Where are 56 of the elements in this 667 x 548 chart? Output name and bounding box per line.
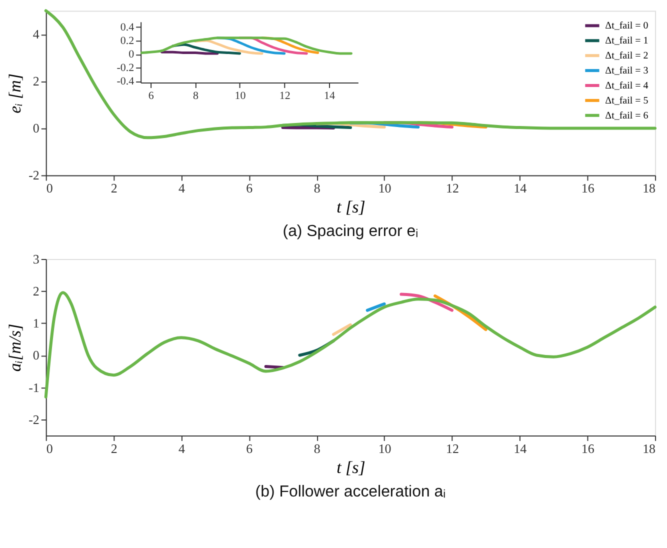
y-tick-label: -0.4 (116, 76, 135, 88)
x-tick-label: 10 (378, 440, 392, 456)
x-tick-label: 0 (46, 180, 53, 196)
x-tick-label: 6 (148, 90, 154, 102)
y-tick-label: 4 (32, 26, 40, 42)
x-tick-label: 4 (178, 440, 186, 456)
x-tick-label: 12 (446, 180, 459, 196)
x-tick-label: 6 (246, 180, 254, 196)
y-axis-title: aᵢ[m/s] (6, 324, 25, 372)
y-axis-title: eᵢ [m] (6, 74, 25, 114)
x-tick-label: 10 (378, 180, 392, 196)
x-tick-label: 0 (46, 440, 53, 456)
x-tick-label: 8 (192, 90, 199, 102)
text: (a) Spacing error eᵢ (282, 223, 418, 240)
x-tick-label: 10 (234, 90, 246, 102)
y-tick-label: -1 (28, 380, 40, 395)
x-tick-label: 18 (642, 440, 656, 456)
legend-label: Δt_fail = 3 (605, 66, 648, 77)
y-tick-label: 2 (32, 74, 40, 89)
x-tick-label: 14 (514, 180, 528, 196)
x-axis-title: t [s] (336, 458, 366, 477)
y-tick-label: 2 (32, 284, 40, 299)
y-tick-label: 0.4 (120, 22, 135, 34)
y-tick-label: 3 (32, 251, 40, 266)
line-series (172, 43, 242, 55)
y-tick-label: 0 (32, 348, 40, 363)
y-tick-label: 0.2 (120, 35, 134, 48)
x-tick-label: 12 (279, 90, 290, 102)
y-tick-label: 1 (32, 316, 40, 331)
y-tick-label: -2 (28, 412, 40, 427)
x-tick-label: 16 (581, 440, 595, 456)
legend-label: Δt_fail = 4 (605, 80, 648, 92)
x-tick-label: 16 (581, 180, 595, 196)
legend-label: Δt_fail = 1 (605, 36, 648, 47)
x-tick-label: 4 (178, 180, 186, 196)
y-tick-label: 0 (32, 120, 40, 136)
legend-label: Δt_fail = 2 (605, 50, 648, 62)
legend-label: Δt_fail = 6 (605, 110, 648, 122)
x-axis-title: t [s] (336, 198, 366, 217)
x-tick-label: 14 (324, 90, 336, 102)
x-tick-label: 6 (246, 440, 254, 456)
x-tick-label: 8 (314, 180, 320, 196)
x-tick-label: 8 (314, 440, 320, 456)
x-tick-label: 12 (446, 440, 459, 456)
legend-label: Δt_fail = 5 (605, 95, 648, 106)
line-series (44, 291, 657, 398)
x-tick-label: 14 (514, 440, 528, 456)
line-series (140, 36, 352, 55)
y-tick-label: 0 (128, 48, 135, 61)
x-tick-label: 18 (642, 180, 656, 196)
line-series (44, 9, 657, 140)
text: (b) Follower acceleration aᵢ (255, 483, 446, 500)
y-tick-label: -0.2 (116, 62, 134, 74)
legend-label: Δt_fail = 0 (605, 20, 648, 32)
line-series (194, 39, 264, 55)
y-tick-label: -2 (28, 168, 40, 183)
